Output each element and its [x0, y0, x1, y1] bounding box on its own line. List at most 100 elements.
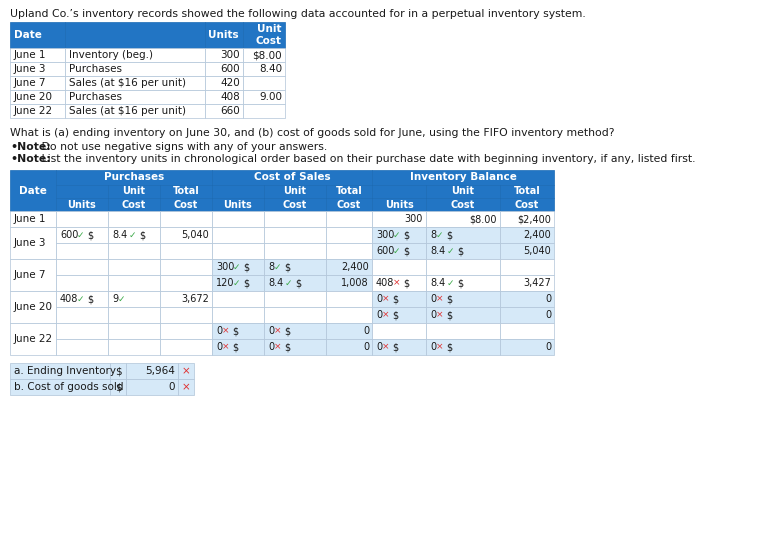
Text: 0: 0	[363, 326, 369, 336]
Text: 0: 0	[545, 310, 551, 320]
Bar	[110, 363, 126, 379]
Bar	[212, 170, 372, 185]
Text: 0: 0	[268, 326, 274, 336]
Text: June 7: June 7	[14, 78, 46, 88]
Text: Date: Date	[14, 30, 42, 40]
Bar	[10, 211, 56, 227]
Bar	[205, 48, 243, 62]
Text: $: $	[404, 230, 410, 240]
Text: Units: Units	[67, 199, 96, 209]
Text: ✓: ✓	[447, 278, 454, 288]
Bar	[205, 76, 243, 90]
Bar	[10, 170, 56, 211]
Text: 3,672: 3,672	[181, 294, 209, 304]
Text: 0: 0	[376, 294, 382, 304]
Text: 0: 0	[376, 310, 382, 320]
Text: Purchases: Purchases	[69, 92, 122, 102]
Bar	[212, 227, 264, 243]
Bar	[10, 363, 110, 379]
Bar	[108, 198, 160, 211]
Bar	[212, 243, 264, 259]
Bar	[108, 227, 160, 243]
Text: ×: ×	[274, 327, 282, 335]
Bar	[372, 307, 426, 323]
Bar	[10, 90, 65, 104]
Bar	[500, 275, 554, 291]
Text: 8.4: 8.4	[112, 230, 127, 240]
Text: $8.00: $8.00	[469, 214, 497, 224]
Text: $: $	[457, 278, 464, 288]
Bar	[160, 211, 212, 227]
Bar	[56, 291, 108, 307]
Text: ✓: ✓	[447, 247, 454, 255]
Text: Cost: Cost	[122, 199, 146, 209]
Bar	[56, 170, 212, 185]
Bar	[264, 339, 326, 355]
Text: 0: 0	[545, 294, 551, 304]
Text: 5,040: 5,040	[523, 246, 551, 256]
Text: 0: 0	[363, 342, 369, 352]
Bar	[500, 339, 554, 355]
Text: Total: Total	[514, 186, 540, 197]
Text: 0: 0	[168, 382, 175, 392]
Text: ×: ×	[436, 311, 443, 319]
Bar	[108, 339, 160, 355]
Text: Units: Units	[208, 30, 239, 40]
Bar	[500, 227, 554, 243]
Bar	[372, 198, 426, 211]
Bar	[426, 339, 500, 355]
Text: 5,964: 5,964	[145, 366, 175, 376]
Text: 2,400: 2,400	[341, 262, 369, 272]
Text: $: $	[139, 230, 145, 240]
Bar	[372, 211, 426, 227]
Text: ✓: ✓	[77, 231, 84, 239]
Text: Units: Units	[224, 199, 253, 209]
Bar	[243, 62, 285, 76]
Bar	[372, 185, 426, 198]
Text: Purchases: Purchases	[104, 173, 164, 182]
Text: 600: 600	[221, 64, 240, 74]
Text: Units: Units	[385, 199, 414, 209]
Text: ×: ×	[382, 342, 389, 351]
Text: $: $	[285, 342, 291, 352]
Text: ×: ×	[222, 342, 229, 351]
Bar	[426, 243, 500, 259]
Text: List the inventory units in chronological order based on their purchase date wit: List the inventory units in chronologica…	[38, 154, 695, 164]
Text: Inventory Balance: Inventory Balance	[410, 173, 516, 182]
Bar	[426, 198, 500, 211]
Bar	[10, 379, 110, 395]
Bar	[10, 22, 65, 48]
Bar	[426, 227, 500, 243]
Text: June 22: June 22	[14, 106, 53, 116]
Text: $: $	[447, 310, 453, 320]
Text: ✓: ✓	[233, 262, 240, 271]
Bar	[56, 243, 108, 259]
Bar	[372, 170, 554, 185]
Bar	[160, 227, 212, 243]
Bar	[108, 211, 160, 227]
Text: Cost: Cost	[283, 199, 307, 209]
Bar	[264, 211, 326, 227]
Text: 0: 0	[430, 294, 436, 304]
Text: $: $	[243, 278, 249, 288]
Bar	[264, 291, 326, 307]
Text: Purchases: Purchases	[69, 64, 122, 74]
Text: 120: 120	[216, 278, 235, 288]
Bar	[56, 211, 108, 227]
Bar	[108, 307, 160, 323]
Bar	[500, 307, 554, 323]
Bar	[264, 307, 326, 323]
Text: Cost of Sales: Cost of Sales	[253, 173, 330, 182]
Text: June 3: June 3	[14, 64, 46, 74]
Text: ×: ×	[222, 327, 229, 335]
Bar	[426, 185, 500, 198]
Bar	[264, 243, 326, 259]
Text: June 20: June 20	[14, 302, 53, 312]
Bar	[205, 90, 243, 104]
Text: 408: 408	[221, 92, 240, 102]
Text: $: $	[404, 246, 410, 256]
Text: ×: ×	[382, 294, 389, 304]
Bar	[264, 259, 326, 275]
Text: Inventory (beg.): Inventory (beg.)	[69, 50, 153, 60]
Text: Cost: Cost	[515, 199, 539, 209]
